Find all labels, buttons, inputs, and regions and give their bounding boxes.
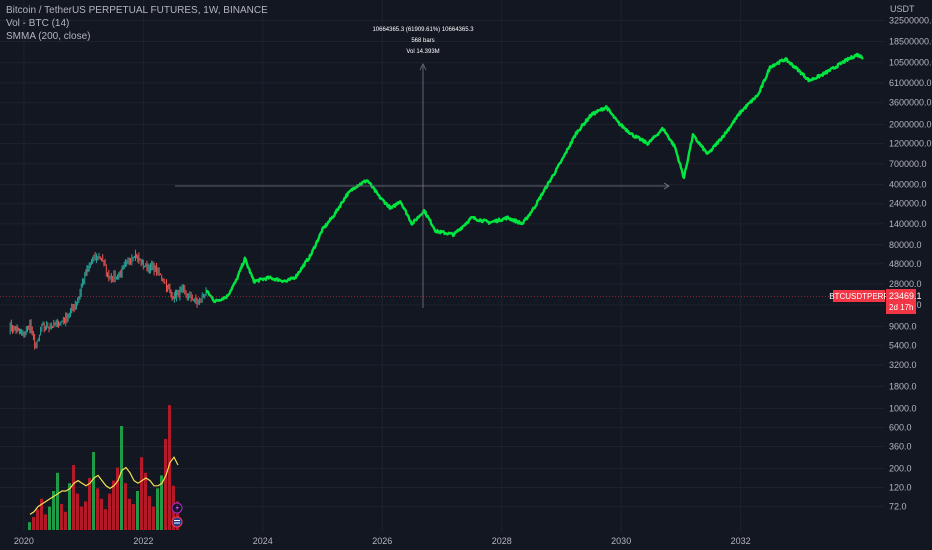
price-axis-tick: 18500000.0 (889, 36, 932, 46)
measure-change-label: 10664365.3 (61909.61%) 10664365.3 (372, 27, 474, 33)
price-axis-currency: USDT (890, 4, 915, 14)
price-axis-tick: 72.0 (889, 502, 907, 512)
time-axis-tick: 2032 (731, 536, 751, 546)
measure-volume-label: Vol 14.393M (406, 49, 439, 55)
volume-bar (72, 465, 75, 530)
volume-bar (148, 496, 151, 530)
price-axis-tick: 6100000.0 (889, 78, 932, 88)
price-tag-countdown: 2d 17h (889, 303, 913, 312)
volume-legend-line[interactable]: Vol - BTC (14) (6, 18, 70, 29)
symbol-tag-box (833, 290, 885, 302)
symbol-tag-label: BTCUSDTPERP (829, 292, 889, 301)
price-axis-tick: 140000.0 (889, 219, 927, 229)
price-axis-tick: 2000000.0 (889, 120, 932, 130)
projection-line (205, 52, 864, 304)
volume-bar (80, 506, 83, 530)
volume-bar (28, 522, 31, 530)
price-axis-tick: 240000.0 (889, 199, 927, 209)
volume-bar (144, 472, 147, 530)
flag-stripe (174, 522, 180, 524)
volume-bar (176, 501, 179, 530)
volume-bar (104, 509, 107, 530)
time-axis-tick: 2024 (253, 536, 273, 546)
volume-pane (28, 405, 179, 530)
volume-bar (112, 480, 115, 530)
time-axis-tick: 2028 (492, 536, 512, 546)
volume-bar (124, 483, 127, 530)
price-axis-tick: 360.0 (889, 442, 912, 452)
volume-bar (40, 498, 43, 530)
smma-legend-line[interactable]: SMMA (200, close) (6, 31, 91, 42)
price-axis-tick: 3200.0 (889, 360, 917, 370)
volume-bar (96, 488, 99, 530)
indicator-badges[interactable] (171, 502, 183, 528)
price-axis-tick: 700000.0 (889, 159, 927, 169)
volume-bar (100, 498, 103, 530)
volume-bar (36, 509, 39, 530)
volume-bar (140, 457, 143, 530)
volume-bar (116, 467, 119, 530)
volume-bar (132, 504, 135, 530)
volume-bar (48, 506, 51, 530)
volume-bar (44, 514, 47, 530)
price-axis-tick: 1200000.0 (889, 139, 932, 149)
lightning-bolt-icon (175, 504, 179, 512)
time-axis-tick: 2030 (611, 536, 631, 546)
price-axis-tick: 9000.0 (889, 321, 917, 331)
volume-bar (108, 493, 111, 530)
symbol-legend-line[interactable]: Bitcoin / TetherUS PERPETUAL FUTURES, 1W… (6, 5, 268, 16)
price-axis-tick: 1800.0 (889, 381, 917, 391)
volume-bar (64, 511, 67, 530)
grid-lines (0, 0, 884, 532)
time-axis-tick: 2022 (133, 536, 153, 546)
price-axis-tick: 1000.0 (889, 403, 917, 413)
volume-bar (76, 493, 79, 530)
volume-bar (168, 405, 171, 530)
flag-stripe (174, 520, 180, 521)
price-tag-box (886, 289, 916, 314)
volume-bar (60, 504, 63, 530)
price-axis-tick: 3600000.0 (889, 98, 932, 108)
price-axis-tick: 400000.0 (889, 180, 927, 190)
volume-bar (92, 452, 95, 530)
measure-tool[interactable]: 10664365.3 (61909.61%) 10664365.3 568 ba… (175, 27, 670, 308)
volume-ma-line (29, 456, 179, 515)
volume-bar (160, 475, 163, 530)
volume-bar (88, 478, 91, 530)
measure-arrow-right-icon (663, 182, 670, 190)
price-axis-tick: 5400.0 (889, 340, 917, 350)
volume-bar (152, 506, 155, 530)
price-axis-tick: 120.0 (889, 483, 912, 493)
volume-bar (120, 426, 123, 530)
chart-legend: Bitcoin / TetherUS PERPETUAL FUTURES, 1W… (6, 4, 268, 43)
last-price-tag: BTCUSDTPERP 23469.1 2d 17h (0, 289, 922, 314)
price-axis[interactable]: USDT 32500000.0 18500000.0 10500000.0 61000… (889, 4, 932, 512)
price-tag-value: 23469.1 (889, 291, 922, 301)
price-axis-tick: 48000.0 (889, 259, 922, 269)
volume-bar (128, 498, 131, 530)
volume-bar (136, 491, 139, 530)
measure-arrow-up-icon (419, 63, 427, 71)
price-axis-tick: 600.0 (889, 422, 912, 432)
price-axis-tick: 10500000.0 (889, 58, 932, 68)
time-axis[interactable]: 2020 2022 2024 2026 2028 2030 2032 (14, 536, 751, 546)
price-axis-tick: 28000.0 (889, 279, 922, 289)
volume-bar (164, 439, 167, 530)
measure-bars-label: 568 bars (411, 38, 434, 44)
price-axis-tick: 32500000.0 (889, 15, 932, 25)
volume-bar (84, 501, 87, 530)
volume-bar (68, 483, 71, 530)
price-axis-tick: 200.0 (889, 463, 912, 473)
price-axis-tick: 80000.0 (889, 240, 922, 250)
volume-bar (52, 491, 55, 530)
us-flag-icon[interactable] (171, 516, 183, 528)
time-axis-tick: 2026 (372, 536, 392, 546)
volume-bar (156, 488, 159, 530)
volume-bar (56, 472, 59, 530)
volume-bar (32, 517, 35, 530)
time-axis-tick: 2020 (14, 536, 34, 546)
